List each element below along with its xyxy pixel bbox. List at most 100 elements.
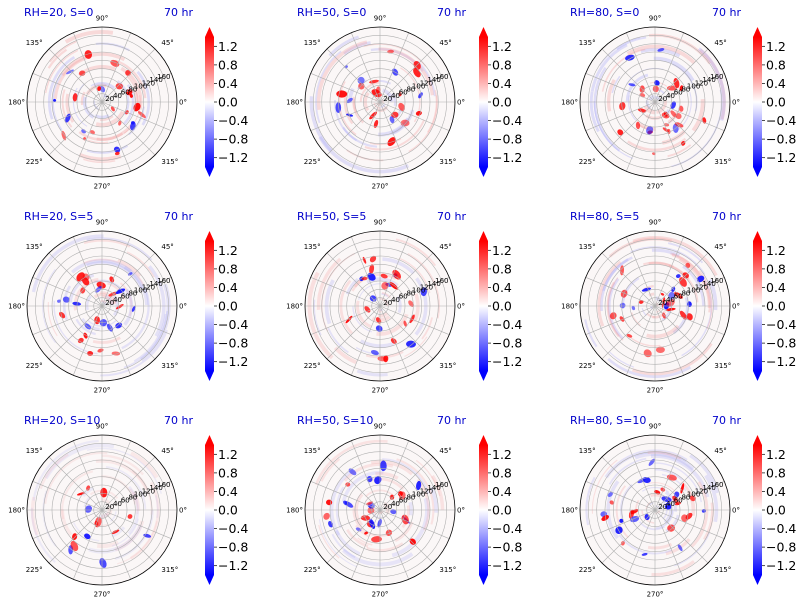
angle-tick-label: 225°	[579, 362, 596, 370]
angle-tick-label: 225°	[26, 566, 43, 574]
angular-gridline	[626, 440, 656, 511]
angular-gridline	[379, 509, 450, 539]
field-swirl	[93, 100, 99, 110]
radial-tick-label: 40	[391, 500, 400, 508]
angular-gridline	[326, 48, 381, 103]
field-swirl	[646, 324, 680, 339]
field-swirl	[607, 79, 616, 112]
angular-gridline	[351, 440, 381, 511]
field-swirl	[75, 318, 96, 336]
radial-tick-label: 100	[134, 490, 147, 498]
field-blob	[670, 110, 677, 118]
field-blob	[375, 86, 381, 95]
panel-title: RH=20, S=0	[24, 6, 93, 19]
angle-tick-label: 0°	[732, 99, 740, 107]
field-swirl	[655, 511, 659, 515]
angular-gridline	[654, 509, 725, 539]
panel-title: RH=50, S=10	[297, 414, 373, 427]
field-swirl	[359, 339, 395, 348]
field-swirl	[380, 103, 386, 109]
field-swirl	[394, 521, 414, 542]
panel-title: RH=50, S=0	[297, 6, 366, 19]
field-swirl	[51, 72, 64, 131]
panel-time-label: 70 hr	[437, 414, 466, 427]
field-blob	[100, 487, 108, 498]
colorbar-tick-label: 0.4	[492, 484, 512, 499]
field-swirl	[616, 36, 647, 50]
colorbar-tick-label: −0.8	[218, 540, 248, 555]
field-blob	[84, 50, 93, 59]
field-blob	[619, 302, 626, 309]
field-swirl	[429, 486, 439, 513]
field-blob	[674, 491, 680, 498]
field-blob	[369, 295, 377, 302]
colorbar-tick-label: −1.2	[766, 354, 796, 369]
field-swirl	[133, 313, 167, 362]
field-swirl	[647, 450, 682, 460]
field-swirl	[339, 279, 354, 335]
field-swirl	[602, 258, 629, 292]
field-blob	[667, 524, 675, 532]
angular-gridline	[48, 509, 103, 564]
field-swirl	[115, 59, 147, 99]
angle-tick-label: 225°	[26, 362, 43, 370]
angle-tick-label: 225°	[304, 158, 321, 166]
field-swirl	[85, 295, 92, 311]
colorbar-tick-label: −1.2	[492, 150, 522, 165]
radial-tick-label: 20	[383, 95, 392, 103]
colorbar-tick-label: 1.2	[218, 243, 238, 258]
field-swirl	[314, 439, 388, 486]
colorbar-gradient	[479, 241, 488, 371]
colorbar-tick-label: 0.0	[218, 503, 238, 518]
angular-gridline	[601, 48, 656, 103]
field-swirl	[647, 542, 673, 550]
angle-tick-label: 45°	[439, 39, 451, 47]
colorbar-tick-label: 0.0	[218, 95, 238, 110]
field-swirl	[132, 491, 141, 512]
field-swirl	[652, 310, 667, 319]
field-swirl	[44, 451, 108, 504]
panel-title: RH=80, S=10	[570, 414, 646, 427]
field-swirl	[371, 314, 391, 322]
colorbar-gradient	[205, 37, 214, 167]
radial-tick-label: 80	[128, 86, 137, 94]
field-swirl	[643, 105, 656, 115]
field-swirl	[608, 278, 624, 340]
field-blob	[677, 544, 683, 552]
field-blob	[619, 102, 626, 111]
field-swirl	[130, 451, 159, 479]
field-swirl	[122, 84, 135, 126]
field-blob	[679, 85, 684, 91]
field-blob	[666, 307, 676, 311]
field-swirl	[47, 55, 76, 120]
field-swirl	[318, 519, 358, 568]
radial-tick-label: 160	[157, 481, 170, 489]
angular-gridline	[73, 305, 103, 376]
angle-tick-label: 90°	[374, 219, 386, 227]
field-swirl	[334, 100, 358, 142]
angle-tick-label: 180°	[561, 507, 578, 515]
colorbar-tick-label: −0.4	[766, 521, 796, 536]
colorbar-tick-label: 1.2	[766, 243, 786, 258]
field-swirl	[356, 300, 372, 328]
radial-tick-label: 60	[121, 293, 130, 301]
radial-tick-label: 20	[105, 503, 114, 511]
field-blob	[391, 111, 399, 118]
field-swirl	[648, 292, 655, 297]
angular-gridline	[654, 305, 709, 360]
field-swirl	[691, 98, 705, 132]
colorbar: 1.2 0.8 0.4 0.0 −0.4 −0.8 −1.2	[753, 231, 796, 381]
field-swirl	[585, 476, 596, 526]
field-blob	[79, 70, 86, 76]
angular-gridline	[626, 32, 656, 103]
field-blob	[76, 492, 85, 496]
angular-gridline	[379, 73, 450, 103]
field-swirl	[71, 259, 132, 274]
angular-gridline	[101, 305, 156, 360]
field-swirl	[364, 119, 426, 151]
radial-tick-label: 120	[695, 283, 708, 291]
angular-gridline	[310, 481, 381, 511]
angular-gridline	[626, 101, 656, 172]
